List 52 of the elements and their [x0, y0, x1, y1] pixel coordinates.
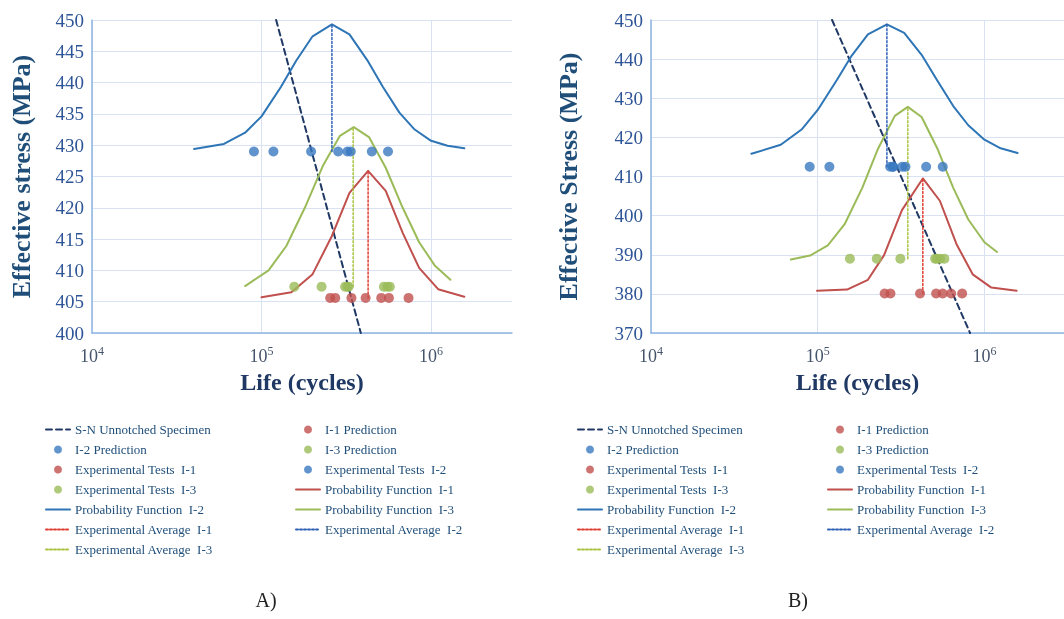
legend-label: Probability Function I-1 — [325, 482, 454, 497]
text: A) — [255, 589, 277, 612]
y-tick-label: 400 — [614, 205, 643, 227]
legend-label: Experimental Tests I-2 — [857, 462, 979, 477]
legend-label: I-2 Prediction — [75, 442, 148, 457]
legend-label: S-N Unnotched Specimen — [75, 422, 212, 437]
legend-label: Experimental Tests I-2 — [325, 462, 447, 477]
y-tick-label: 370 — [614, 322, 643, 344]
legend-label: I-3 Prediction — [325, 442, 398, 457]
y-tick-label: 450 — [55, 9, 84, 31]
x-axis-title: Life (cycles) — [240, 368, 364, 395]
legend-label: I-2 Prediction — [607, 442, 680, 457]
y-tick-label: 420 — [614, 126, 643, 148]
legend-label: Experimental Tests I-3 — [607, 482, 729, 497]
y-tick-label: 410 — [55, 259, 84, 281]
legend-label: Experimental Average I-2 — [325, 522, 463, 537]
legend-label: Experimental Average I-1 — [607, 522, 745, 537]
legend-label: Experimental Tests I-1 — [75, 462, 197, 477]
legend-label: I-1 Prediction — [325, 422, 398, 437]
y-tick-label: 440 — [55, 72, 84, 94]
y-tick-label: 420 — [55, 197, 84, 219]
y-tick-label: 430 — [614, 87, 643, 109]
y-tick-label: 380 — [614, 283, 643, 305]
legend-label: Probability Function I-1 — [857, 482, 986, 497]
y-tick-label: 430 — [55, 134, 84, 156]
legend-label: Probability Function I-2 — [607, 502, 736, 517]
text: B) — [788, 589, 808, 612]
legend-label: S-N Unnotched Specimen — [607, 422, 744, 437]
legend-label: Probability Function I-3 — [325, 502, 454, 517]
y-tick-label: 410 — [614, 166, 643, 187]
y-axis-title: Effective stress (MPa) — [6, 54, 36, 299]
y-tick-label: 440 — [614, 48, 643, 70]
y-axis-title: Effective Stress (MPa) — [553, 52, 583, 301]
legend-label: Experimental Average I-2 — [857, 522, 995, 537]
legend-label: Experimental Average I-1 — [75, 522, 213, 537]
legend-label: Experimental Tests I-1 — [607, 462, 729, 477]
y-tick-label: 445 — [55, 40, 84, 62]
y-tick-label: 390 — [614, 244, 643, 266]
legend-label: Experimental Average I-3 — [607, 542, 745, 557]
legend-label: Experimental Tests I-3 — [75, 482, 197, 497]
y-tick-label: 405 — [55, 291, 84, 313]
legend-label: Experimental Average I-3 — [75, 542, 213, 557]
y-tick-label: 435 — [55, 103, 84, 125]
y-tick-label: 415 — [55, 228, 84, 250]
y-tick-label: 450 — [614, 9, 643, 31]
legend-label: I-3 Prediction — [857, 442, 930, 457]
y-tick-label: 400 — [55, 322, 84, 344]
y-tick-label: 425 — [55, 166, 84, 187]
legend-label: Probability Function I-2 — [75, 502, 204, 517]
legend-label: I-1 Prediction — [857, 422, 930, 437]
legend-label: Probability Function I-3 — [857, 502, 986, 517]
x-axis-title: Life (cycles) — [795, 368, 920, 395]
